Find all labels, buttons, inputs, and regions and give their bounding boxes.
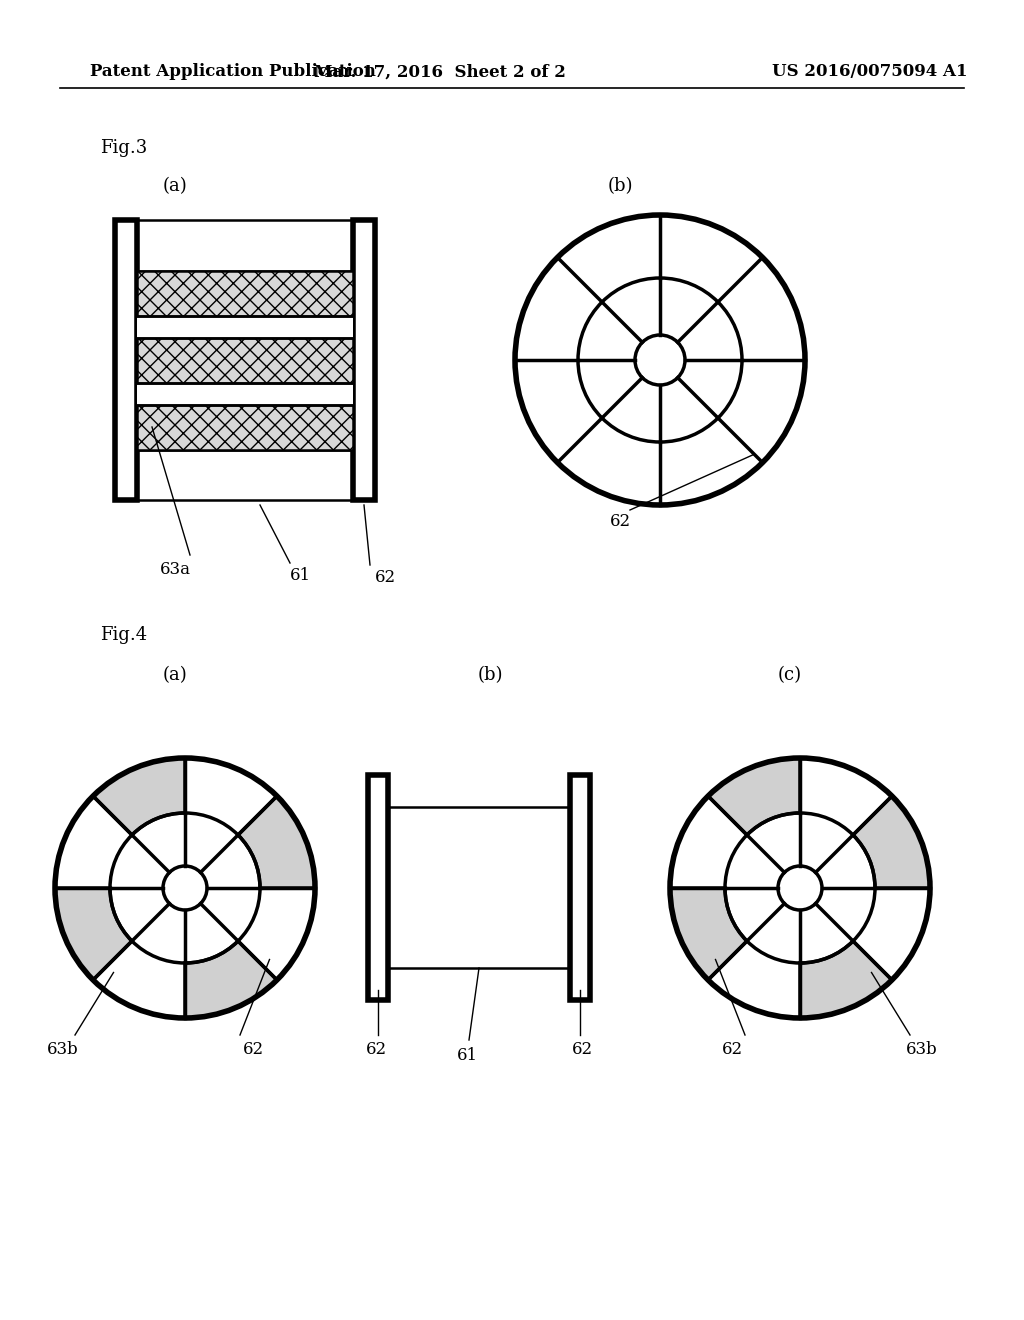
Circle shape (55, 758, 315, 1018)
Polygon shape (137, 383, 353, 404)
Polygon shape (137, 338, 353, 383)
Text: 63b: 63b (47, 1041, 79, 1059)
Text: (b): (b) (607, 177, 633, 195)
Wedge shape (708, 758, 800, 836)
Text: US 2016/0075094 A1: US 2016/0075094 A1 (772, 63, 968, 81)
Circle shape (635, 335, 685, 385)
Text: (a): (a) (163, 667, 187, 684)
Text: 61: 61 (457, 1047, 477, 1064)
Text: Fig.3: Fig.3 (100, 139, 147, 157)
Text: (b): (b) (477, 667, 503, 684)
Wedge shape (853, 796, 930, 888)
Text: 62: 62 (571, 1041, 593, 1059)
Polygon shape (137, 404, 353, 450)
Text: Patent Application Publication: Patent Application Publication (90, 63, 376, 81)
Text: 62: 62 (609, 513, 631, 531)
Polygon shape (137, 220, 353, 500)
Wedge shape (185, 941, 276, 1018)
Wedge shape (55, 888, 132, 979)
Wedge shape (800, 941, 892, 1018)
Polygon shape (137, 271, 353, 315)
Polygon shape (570, 775, 590, 1001)
Text: 61: 61 (290, 566, 310, 583)
Polygon shape (137, 271, 353, 315)
Circle shape (670, 758, 930, 1018)
Wedge shape (93, 758, 185, 836)
Text: Fig.4: Fig.4 (100, 626, 147, 644)
Polygon shape (137, 338, 353, 383)
Polygon shape (137, 315, 353, 338)
Wedge shape (238, 796, 315, 888)
Circle shape (778, 866, 822, 909)
Text: 63a: 63a (160, 561, 190, 578)
Text: Mar. 17, 2016  Sheet 2 of 2: Mar. 17, 2016 Sheet 2 of 2 (314, 63, 566, 81)
Text: (a): (a) (163, 177, 187, 195)
Polygon shape (388, 775, 570, 1001)
Polygon shape (115, 220, 137, 500)
Circle shape (163, 866, 207, 909)
Text: 63b: 63b (906, 1041, 938, 1059)
Text: (c): (c) (778, 667, 802, 684)
Circle shape (515, 215, 805, 506)
Polygon shape (137, 404, 353, 450)
Polygon shape (368, 775, 388, 1001)
Text: 62: 62 (366, 1041, 387, 1059)
Wedge shape (670, 888, 746, 979)
Text: 62: 62 (722, 1041, 742, 1059)
Text: 62: 62 (243, 1041, 263, 1059)
Text: 62: 62 (375, 569, 395, 586)
Polygon shape (353, 220, 375, 500)
